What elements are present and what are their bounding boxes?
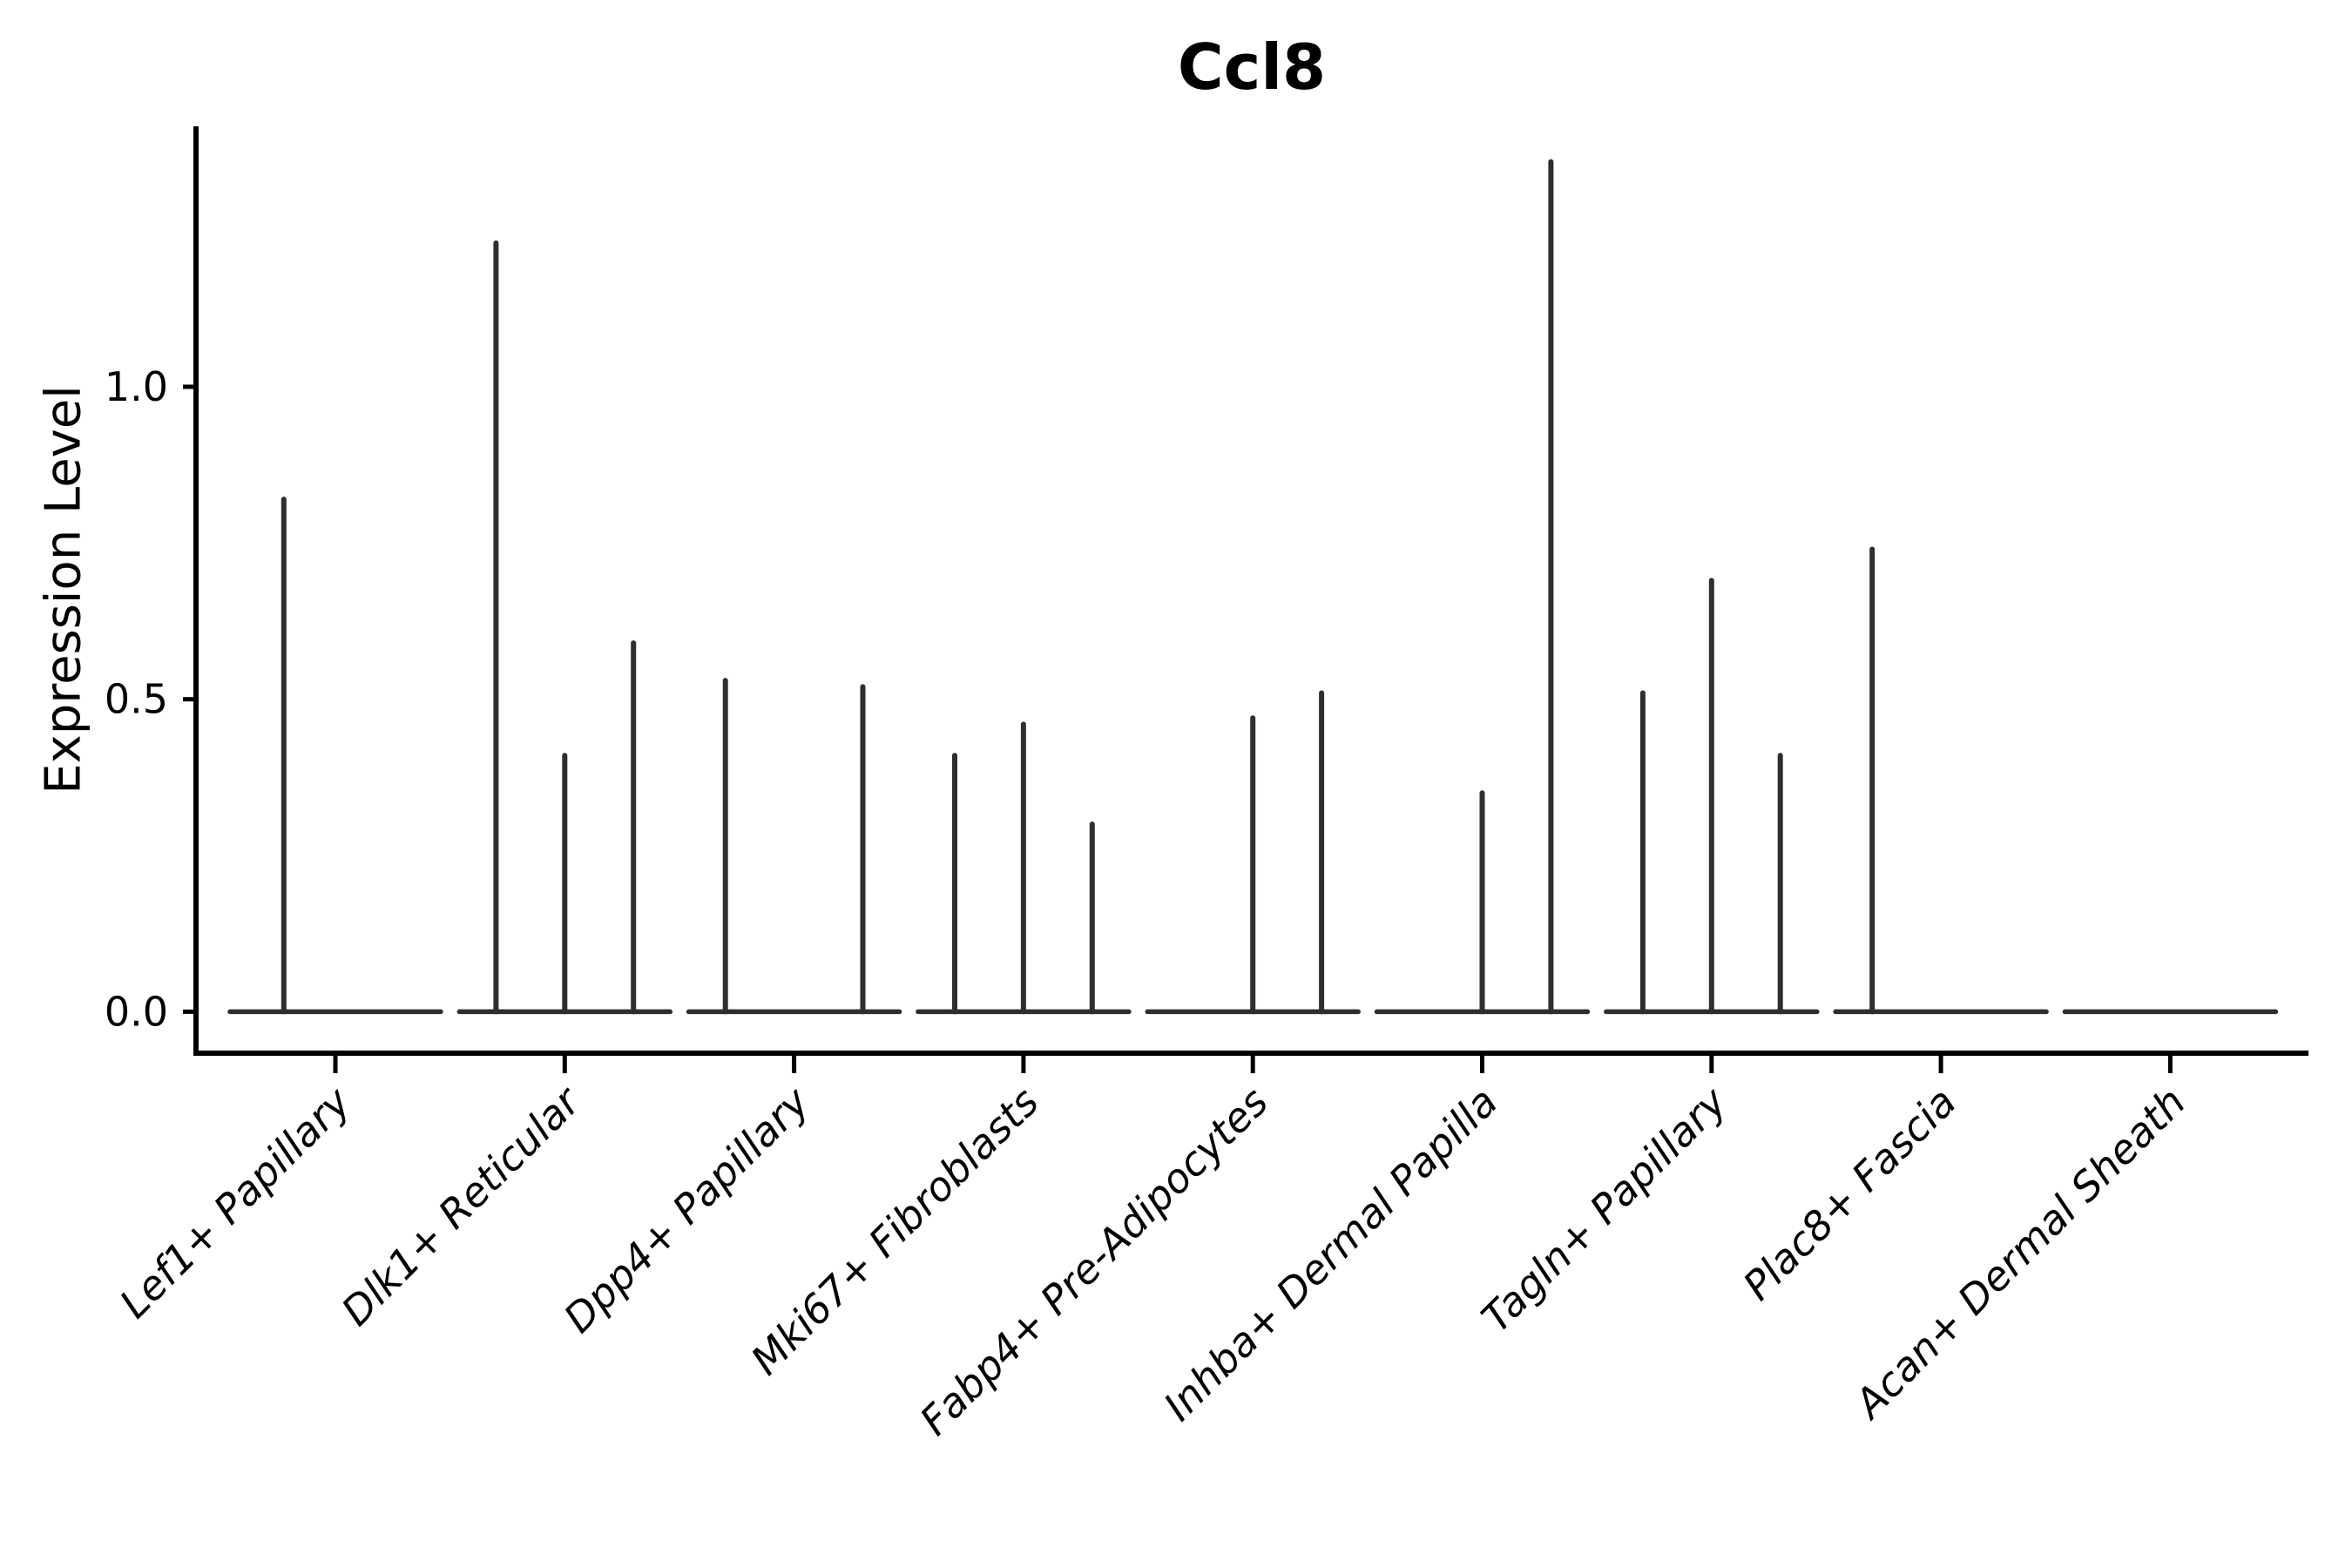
y-tick-label: 0.0 (105, 988, 168, 1035)
y-tick-label: 0.5 (105, 676, 168, 723)
x-tick-label: Tagln+ Papillary (1472, 1078, 1736, 1342)
y-axis-label: Expression Level (36, 385, 92, 794)
y-tick-label: 1.0 (105, 363, 168, 410)
x-tick-label: Lef1+ Papillary (111, 1078, 360, 1327)
chart-title: Ccl8 (1178, 30, 1326, 104)
x-tick-label: Dpp4+ Papillary (555, 1078, 819, 1342)
x-tick-label: Dlk1+ Reticular (332, 1076, 591, 1335)
x-tick-label: Plac8+ Fascia (1734, 1078, 1964, 1309)
